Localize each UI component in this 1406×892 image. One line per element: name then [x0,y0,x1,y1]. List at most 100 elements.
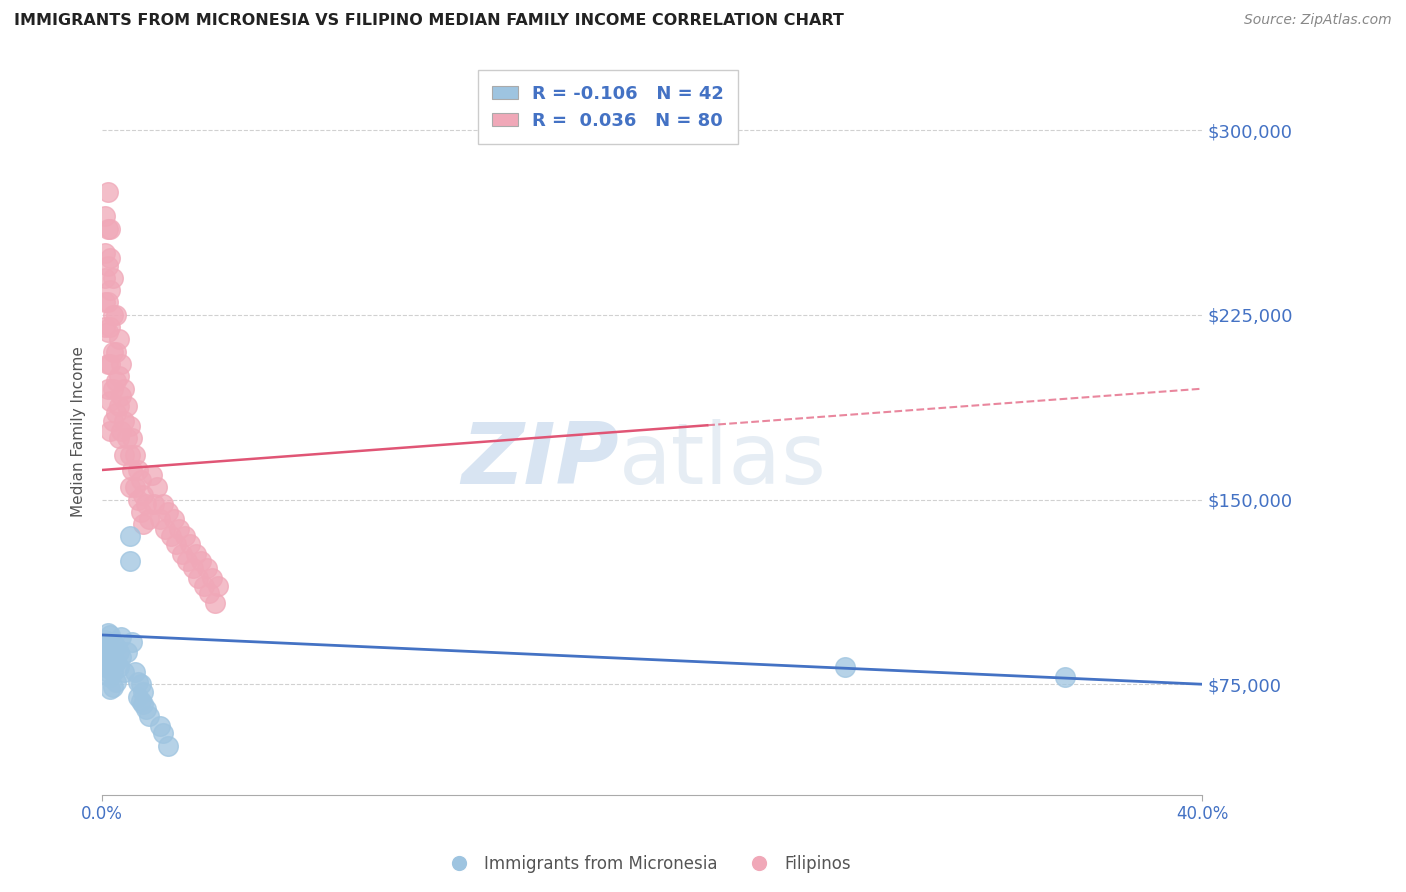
Point [107,369,129,384]
Point [207,579,229,593]
Point [94,209,117,223]
Point [112,414,135,428]
Point [100,394,122,409]
Point [167,522,190,536]
Point [141,467,163,482]
Point [100,424,122,438]
Y-axis label: Median Family Income: Median Family Income [72,346,86,517]
Point [129,694,152,708]
Point [118,554,141,568]
Point [97,295,120,310]
Point [834,660,856,674]
Point [166,537,188,551]
Point [193,579,215,593]
Point [152,726,174,740]
Point [121,431,143,445]
Point [198,586,221,600]
Point [190,554,212,568]
Point [103,635,125,649]
Point [104,640,127,655]
Point [110,631,132,645]
Point [187,571,209,585]
Point [103,308,125,322]
Point [94,271,117,285]
Point [104,374,127,388]
Point [107,660,129,674]
Point [103,382,125,396]
Point [115,399,138,413]
Point [160,529,183,543]
Point [121,463,143,477]
Point [104,674,127,689]
Text: IMMIGRANTS FROM MICRONESIA VS FILIPINO MEDIAN FAMILY INCOME CORRELATION CHART: IMMIGRANTS FROM MICRONESIA VS FILIPINO M… [14,13,844,29]
Point [138,512,160,526]
Point [112,665,135,679]
Point [103,344,125,359]
Point [104,406,127,420]
Point [1053,670,1076,684]
Point [97,625,120,640]
Point [107,431,129,445]
Point [103,414,125,428]
Point [129,505,152,519]
Point [127,674,149,689]
Text: atlas: atlas [619,419,827,502]
Point [129,473,152,487]
Point [124,480,146,494]
Point [97,357,120,371]
Point [100,670,122,684]
Point [118,448,141,462]
Point [100,657,122,672]
Point [127,463,149,477]
Point [97,650,120,665]
Point [173,529,195,543]
Legend: R = -0.106   N = 42, R =  0.036   N = 80: R = -0.106 N = 42, R = 0.036 N = 80 [478,70,738,145]
Point [115,431,138,445]
Point [97,185,120,199]
Point [94,320,117,334]
Point [94,645,117,659]
Point [124,665,146,679]
Point [157,505,180,519]
Point [112,382,135,396]
Point [118,529,141,543]
Legend: Immigrants from Micronesia, Filipinos: Immigrants from Micronesia, Filipinos [436,848,858,880]
Point [100,645,122,659]
Point [118,418,141,433]
Point [104,655,127,669]
Point [100,628,122,642]
Point [107,399,129,413]
Point [100,320,122,334]
Point [112,448,135,462]
Point [103,665,125,679]
Point [97,665,120,679]
Point [100,221,122,235]
Point [170,547,193,561]
Point [97,221,120,235]
Point [181,561,204,575]
Point [110,389,132,403]
Point [110,650,132,665]
Point [115,645,138,659]
Point [132,487,155,501]
Point [121,635,143,649]
Point [129,677,152,691]
Point [157,739,180,753]
Point [110,424,132,438]
Point [100,251,122,265]
Point [94,295,117,310]
Point [132,517,155,532]
Point [149,719,172,733]
Point [97,638,120,652]
Point [201,571,224,585]
Point [94,660,117,674]
Point [132,697,155,711]
Point [104,344,127,359]
Point [195,561,218,575]
Text: ZIP: ZIP [461,419,619,502]
Point [100,682,122,697]
Point [135,498,157,512]
Point [127,492,149,507]
Point [138,709,160,723]
Point [155,522,177,536]
